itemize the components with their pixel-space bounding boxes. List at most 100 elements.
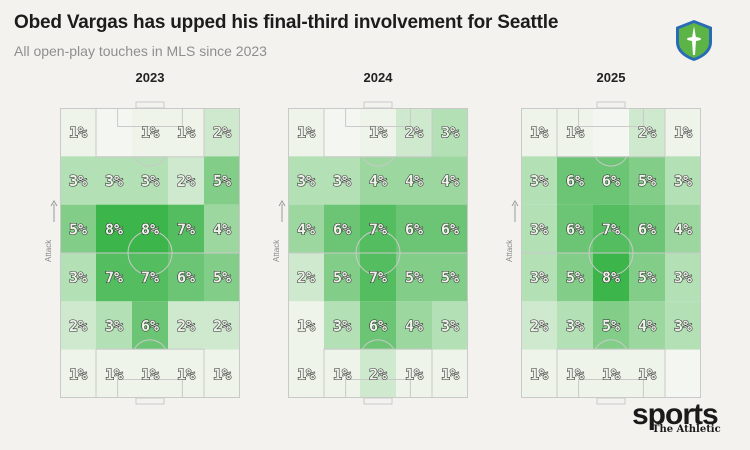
- brand-subtitle: The Athletic: [652, 424, 721, 435]
- heatmap-cell: [665, 253, 701, 302]
- cell-value-label: 2%: [405, 124, 423, 142]
- cell-value-label: 3%: [674, 269, 692, 287]
- cell-value-label: 5%: [638, 172, 656, 190]
- heatmap-cell: [593, 253, 629, 302]
- pitch-marking: [135, 101, 165, 109]
- cell-value-label: 2%: [177, 172, 195, 190]
- cell-value-label: 1%: [333, 365, 351, 383]
- heatmap-cell: [629, 253, 665, 302]
- cell-value-label: 5%: [602, 317, 620, 335]
- cell-value-label: 1%: [441, 365, 459, 383]
- heatmap-cell: [168, 204, 204, 253]
- heatmap-cell: [521, 349, 557, 398]
- cell-value-label: 3%: [105, 317, 123, 335]
- cell-value-label: 5%: [69, 220, 87, 238]
- heatmap-cell: [396, 108, 432, 157]
- cell-value-label: 1%: [141, 365, 159, 383]
- cell-value-label: 4%: [297, 220, 315, 238]
- heatmap-cell: [204, 349, 240, 398]
- heatmap-cell: [324, 253, 360, 302]
- pitch-panel-2023: 2023 1% 1% 1% 2% 3% 3% 3% 2% 5% 5% 8% 8% 7% 4% 3% 7% 7% 6…: [60, 70, 240, 405]
- heatmap-pitch: 1% 1% 1% 2% 3% 3% 3% 2% 5% 5% 8% 8% 7% 4% 3% 7% 7% 6% 5% 2%…: [60, 101, 240, 405]
- cell-value-label: 7%: [141, 269, 159, 287]
- cell-value-label: 6%: [441, 220, 459, 238]
- cell-value-label: 1%: [69, 365, 87, 383]
- heatmap-cell: [132, 349, 168, 398]
- heatmap-cell: [665, 108, 701, 157]
- heatmap-cell: [204, 301, 240, 350]
- brand-wordmark: sports: [632, 398, 719, 431]
- cell-value-label: 1%: [638, 365, 656, 383]
- cell-value-label: 8%: [105, 220, 123, 238]
- cell-value-label: 3%: [530, 269, 548, 287]
- heatmap-cell: [521, 108, 557, 157]
- cell-value-label: 6%: [369, 317, 387, 335]
- heatmap-cell: [593, 108, 629, 157]
- heatmap-cell: [168, 108, 204, 157]
- heatmap-cell: [168, 349, 204, 398]
- heatmap-cell: [396, 253, 432, 302]
- heatmap-cell: [360, 204, 396, 253]
- heatmap-cell: [168, 156, 204, 205]
- cell-value-label: 3%: [333, 172, 351, 190]
- attack-arrow-icon: [50, 200, 58, 222]
- cell-value-label: 6%: [141, 317, 159, 335]
- heatmap-cell: [60, 156, 96, 205]
- heatmap-cell: [432, 349, 468, 398]
- pitch-marking: [594, 156, 628, 167]
- cell-value-label: 1%: [177, 365, 195, 383]
- pitch-panel-2024: 2024 1% 1% 2% 3% 3% 3% 4% 4% 4% 4% 6% 7% 6% 6% 2% 5% 7% 5…: [288, 70, 468, 405]
- heatmap-cell: [132, 301, 168, 350]
- heatmap-cell: [665, 156, 701, 205]
- heatmap-cell: [288, 349, 324, 398]
- cell-value-label: 2%: [177, 317, 195, 335]
- pitch-marking: [596, 101, 626, 109]
- cell-value-label: 3%: [69, 269, 87, 287]
- heatmap-cell: [324, 301, 360, 350]
- cell-value-label: 4%: [638, 317, 656, 335]
- cell-value-label: 4%: [405, 172, 423, 190]
- heatmap-cell: [432, 108, 468, 157]
- cell-value-label: 7%: [602, 220, 620, 238]
- pitch-marking: [363, 397, 393, 405]
- cell-value-label: 3%: [674, 172, 692, 190]
- heatmap-cell: [629, 204, 665, 253]
- cell-value-label: 3%: [530, 172, 548, 190]
- cell-value-label: 3%: [566, 317, 584, 335]
- heatmap-cell: [557, 349, 593, 398]
- cell-value-label: 6%: [602, 172, 620, 190]
- year-label: 2023: [135, 70, 165, 85]
- heatmap-cell: [324, 204, 360, 253]
- heatmap-cell: [288, 301, 324, 350]
- seattle-sounders-crest-icon: [676, 20, 712, 61]
- cell-value-label: 2%: [530, 317, 548, 335]
- heatmap-cell: [204, 108, 240, 157]
- heatmap-cell: [557, 253, 593, 302]
- the-athletic-sports-logo: sports The Athletic: [632, 398, 742, 442]
- cell-value-label: 5%: [333, 269, 351, 287]
- cell-value-label: 1%: [566, 124, 584, 142]
- heatmap-cell: [593, 156, 629, 205]
- cell-value-label: 5%: [638, 269, 656, 287]
- heatmap-cell: [396, 301, 432, 350]
- cell-value-label: 3%: [333, 317, 351, 335]
- heatmap-cell: [60, 301, 96, 350]
- cell-value-label: 3%: [674, 317, 692, 335]
- pitch-marking: [361, 339, 395, 350]
- heatmap-cell: [204, 253, 240, 302]
- heatmap-cell: [521, 253, 557, 302]
- cell-value-label: 1%: [297, 124, 315, 142]
- cell-value-label: 2%: [69, 317, 87, 335]
- cell-value-label: 3%: [141, 172, 159, 190]
- heatmap-cell: [557, 108, 593, 157]
- pitch-marking: [135, 397, 165, 405]
- heatmap-cell: [132, 108, 168, 157]
- cell-value-label: 4%: [674, 220, 692, 238]
- heatmap-cell: [60, 108, 96, 157]
- heatmap-cell: [204, 204, 240, 253]
- heatmap-cell: [60, 349, 96, 398]
- cell-value-label: 1%: [141, 124, 159, 142]
- heatmap-cell: [360, 156, 396, 205]
- heatmap-cell: [60, 204, 96, 253]
- heatmap-cell: [629, 349, 665, 398]
